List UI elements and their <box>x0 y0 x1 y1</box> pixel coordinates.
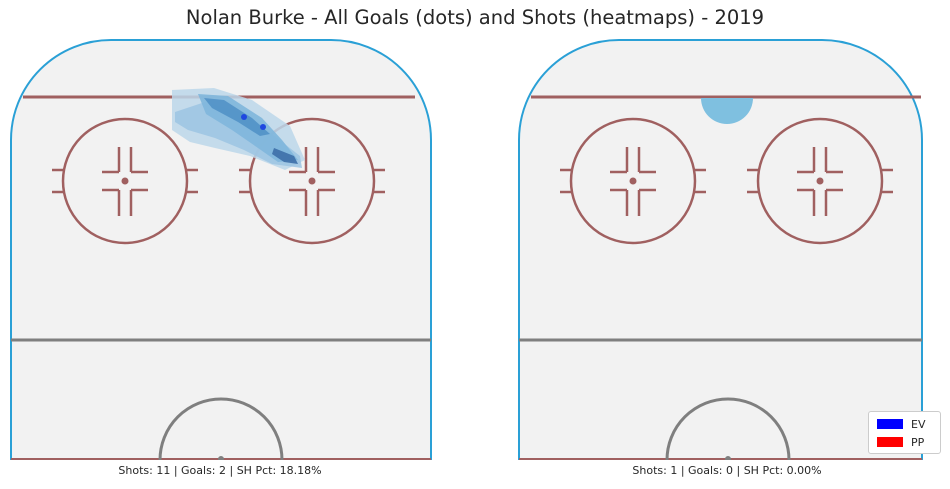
goal-dot <box>260 124 266 130</box>
shot-heatmap-pp <box>701 98 753 124</box>
rink-panel-pp <box>518 39 923 460</box>
faceoff-circle-right <box>747 117 893 245</box>
heat-level-5 <box>272 148 298 164</box>
rink-boards <box>518 39 923 460</box>
faceoff-circle-left <box>560 117 706 245</box>
goal-dot <box>241 114 247 120</box>
heat-level-4 <box>204 98 270 136</box>
center-faceoff-dot <box>218 456 224 460</box>
rink-surface <box>10 39 432 460</box>
panel-caption-ev: Shots: 11 | Goals: 2 | SH Pct: 18.18% <box>118 464 322 477</box>
legend-swatch-ev <box>877 419 903 429</box>
legend-label-pp: PP <box>911 435 925 449</box>
center-faceoff-circle <box>665 397 791 460</box>
rink-boards <box>10 39 432 460</box>
faceoff-circle-right <box>239 117 385 245</box>
chart-legend: EV PP <box>868 411 941 454</box>
center-faceoff-circle <box>158 397 284 460</box>
rink-surface <box>518 39 923 460</box>
heat-level-1 <box>701 98 753 124</box>
legend-entry-ev: EV <box>877 416 925 432</box>
faceoff-circle-left <box>52 117 198 245</box>
center-faceoff-dot <box>725 456 731 460</box>
rink-panel-ev <box>10 39 432 460</box>
chart-title: Nolan Burke - All Goals (dots) and Shots… <box>185 6 765 29</box>
panel-caption-pp: Shots: 1 | Goals: 0 | SH Pct: 0.00% <box>632 464 822 477</box>
legend-label-ev: EV <box>911 417 926 431</box>
legend-swatch-pp <box>877 437 903 447</box>
legend-entry-pp: PP <box>877 434 924 450</box>
shot-heatmap-ev <box>172 88 305 170</box>
